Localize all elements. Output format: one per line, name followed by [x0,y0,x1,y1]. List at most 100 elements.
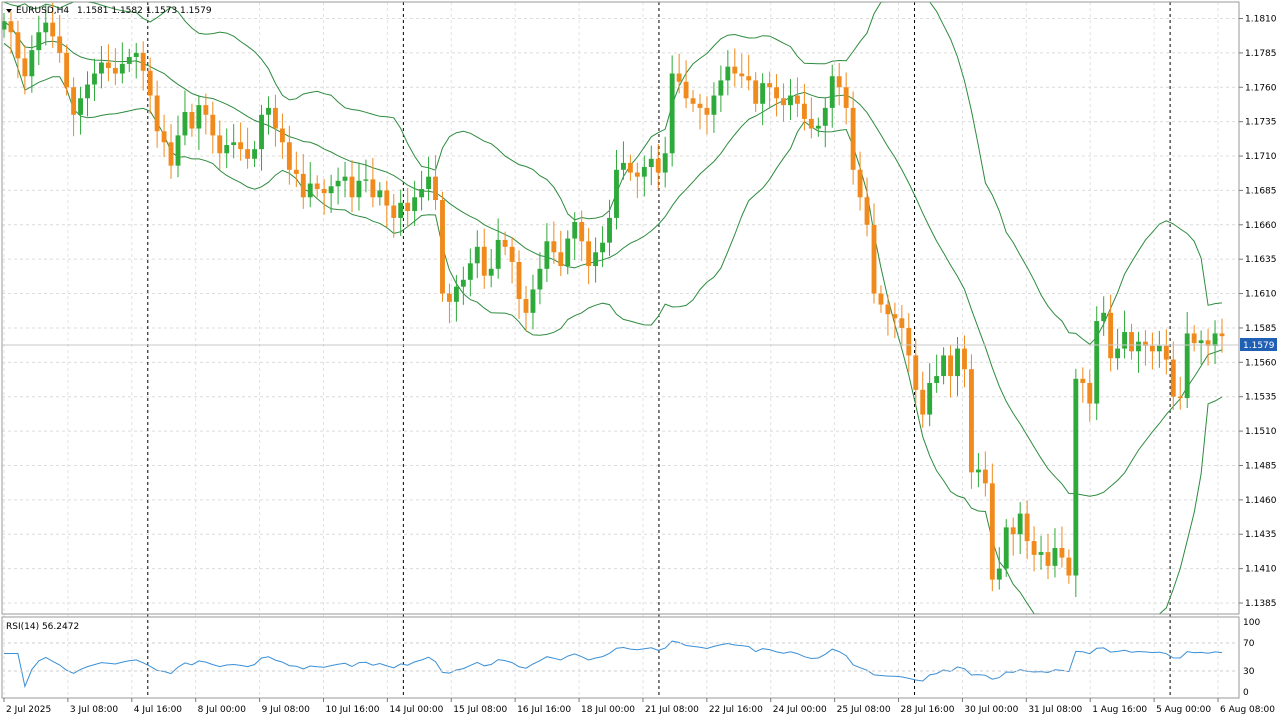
candle-body [467,263,473,280]
candle-body [1184,333,1190,399]
candle-body [161,131,167,143]
candle-body [676,73,682,82]
candle-body [572,222,578,239]
candle-body [502,239,508,247]
time-label: 5 Aug 00:00 [1156,705,1211,715]
time-label: 28 Jul 16:00 [901,705,955,715]
candle-body [704,107,710,115]
candle-body [460,279,466,287]
day-separators [3,2,1219,698]
candle-body [1115,348,1121,359]
candle-body [99,62,104,74]
price-label: 1.1685 [1245,186,1277,196]
candle-body [1087,382,1093,404]
time-label: 15 Jul 08:00 [453,705,507,715]
candle-body [600,242,605,253]
candle-body [1170,359,1176,397]
rsi-level-label: 0 [1243,688,1249,698]
rsi-panel-frame [1,616,1240,699]
candle-body [15,32,21,59]
candle-body [669,73,675,154]
candle-body [1129,332,1134,352]
candle-body [593,252,599,267]
symbol-timeframe: EURUSD,H4 [16,6,69,16]
candle-body [955,348,960,377]
candle-body [1066,557,1072,576]
candle-body [551,241,557,253]
candle-body [795,95,800,104]
candle-body [996,568,1002,580]
price-label: 1.1785 [1245,49,1277,59]
candle-body [753,80,759,104]
candle-body [203,105,209,115]
candle-body [419,189,425,198]
time-axis[interactable]: 2 Jul 2025 3 Jul 08:00 4 Jul 16:00 8 Jul 00… [3,698,1275,715]
bollinger-middle-line [3,20,1223,497]
candle-body [29,50,35,77]
candle-body [906,327,912,356]
price-axis[interactable]: 1.1810 1.1785 1.1760 1.1735 1.1710 1.1685 1.16… [1239,15,1277,609]
price-label: 1.1735 [1245,118,1277,128]
candle-body [1149,345,1155,352]
price-label: 1.1585 [1245,324,1277,334]
candle-body [523,299,529,313]
price-grid [2,18,1239,604]
candle-body [168,142,174,166]
candle-body [426,176,431,190]
candle-body [1163,345,1169,360]
candle-body [126,57,132,64]
candle-body [328,186,334,194]
candle-body [989,483,995,580]
rsi-axis: 100 70 30 0 [2,618,1260,698]
candle-body [447,293,452,302]
candle-body [565,238,571,267]
candle-body [718,80,724,96]
time-label: 10 Jul 16:00 [325,705,379,715]
ohlc-values: 1.1581 1.1582 1.1573 1.1579 [77,6,212,16]
candle-body [36,32,42,51]
price-label: 1.1710 [1245,152,1277,162]
candle-body [286,142,292,170]
candle-body [969,369,974,473]
candle-body [1003,527,1009,569]
candle-body [885,304,891,315]
main-panel-frame [1,1,1240,615]
candle-body [189,112,195,129]
rsi-level-label: 100 [1243,618,1260,628]
candle-body [363,179,369,181]
candle-body [495,239,501,269]
candle-body [266,107,271,115]
candle-body [217,135,223,154]
candle-body [273,107,278,129]
candle-body [822,107,828,126]
candle-body [948,355,953,377]
triangle-down-icon[interactable] [6,9,12,13]
candle-body [8,21,14,33]
candle-body [119,63,125,74]
bollinger-upper-line [3,1,1223,345]
candle-body [43,22,49,33]
candle-body [788,95,793,106]
candle-body [815,125,821,129]
candle-body [920,389,926,415]
candle-body [760,83,766,104]
time-label: 30 Jul 00:00 [964,705,1018,715]
candle-body [579,222,585,242]
candle-body [22,58,28,77]
time-label: 14 Jul 00:00 [389,705,443,715]
candle-body [78,98,83,115]
candle-body [586,241,592,267]
price-label: 1.1435 [1245,530,1277,540]
candle-body [767,83,773,88]
time-label: 3 Jul 08:00 [70,705,119,715]
candle-body [1177,396,1183,399]
candle-body [1205,340,1211,346]
candle-body [913,355,919,390]
candle-body [71,87,77,115]
candle-body [307,183,313,198]
candle-body [781,98,786,106]
candle-body [1045,552,1051,566]
candle-body [899,318,905,328]
candles [1,2,1225,597]
